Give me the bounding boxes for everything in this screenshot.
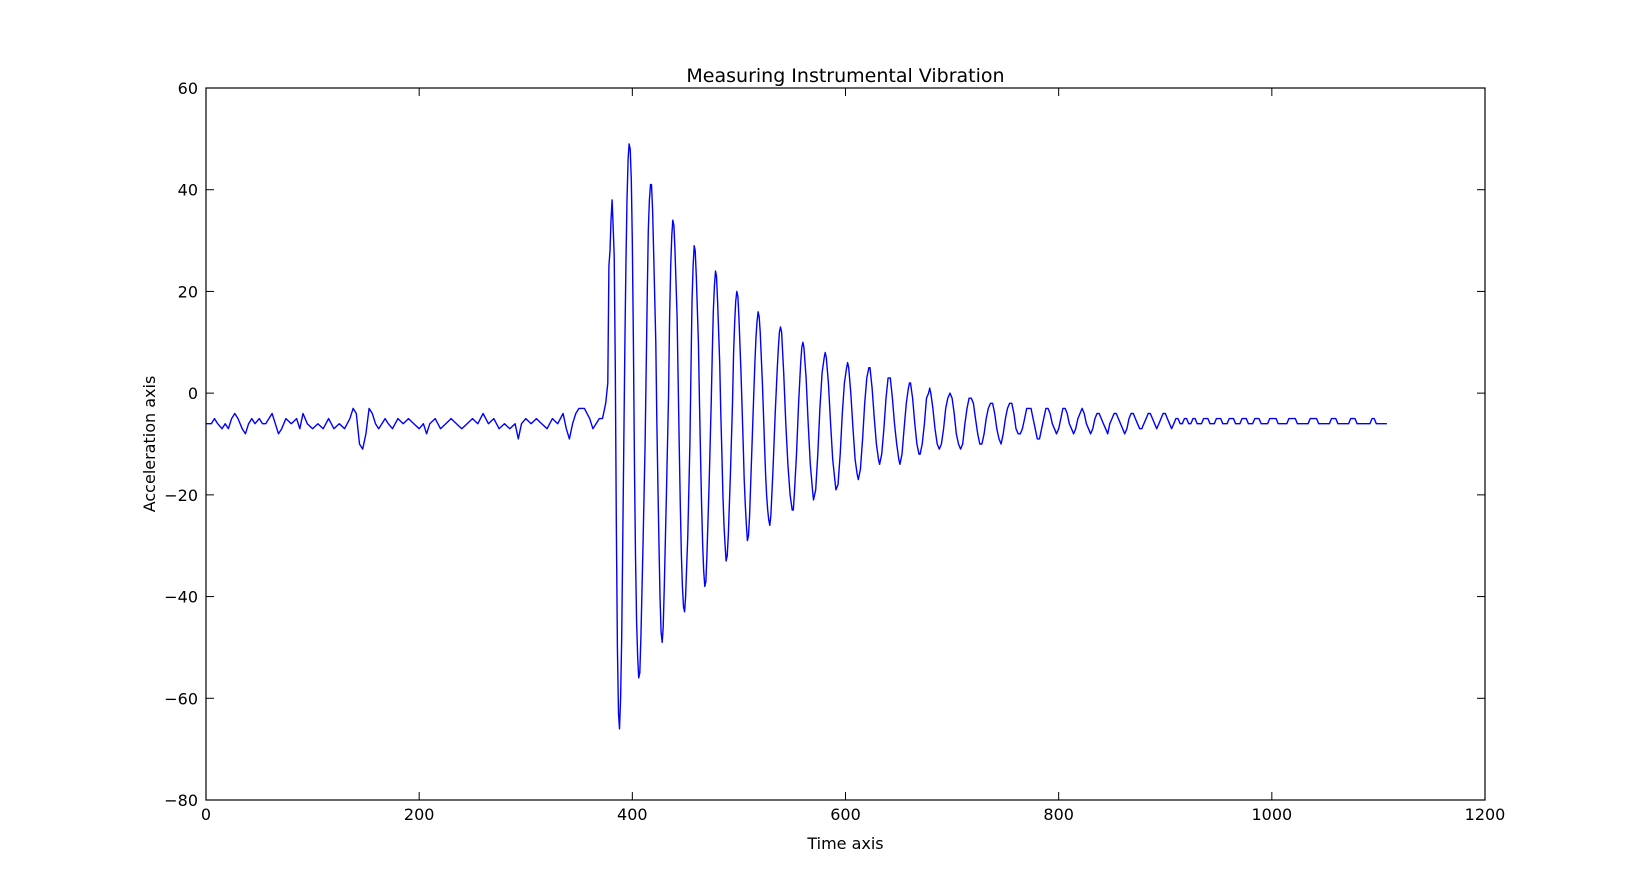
series-layer <box>206 143 1387 730</box>
y-tick-label: −40 <box>164 588 198 607</box>
series-line <box>206 143 1387 730</box>
y-tick-label: −80 <box>164 791 198 810</box>
x-tick-label: 800 <box>1043 805 1074 824</box>
y-axis-label: Acceleration axis <box>140 376 159 513</box>
x-tick-label: 400 <box>617 805 648 824</box>
y-tick-label: −20 <box>164 486 198 505</box>
x-tick-label: 200 <box>404 805 435 824</box>
x-tick-label: 0 <box>201 805 211 824</box>
plot-frame <box>205 87 1486 801</box>
x-axis-label: Time axis <box>806 834 883 853</box>
y-tick-label: 40 <box>178 181 198 200</box>
chart-title: Measuring Instrumental Vibration <box>686 65 1004 87</box>
y-tick-label: 20 <box>178 282 198 301</box>
y-tick-label: 0 <box>188 384 198 403</box>
y-tick-label: −60 <box>164 689 198 708</box>
y-tick-label: 60 <box>178 79 198 98</box>
x-tick-label: 600 <box>830 805 861 824</box>
x-tick-label: 1000 <box>1251 805 1292 824</box>
x-tick-label: 1200 <box>1465 805 1506 824</box>
